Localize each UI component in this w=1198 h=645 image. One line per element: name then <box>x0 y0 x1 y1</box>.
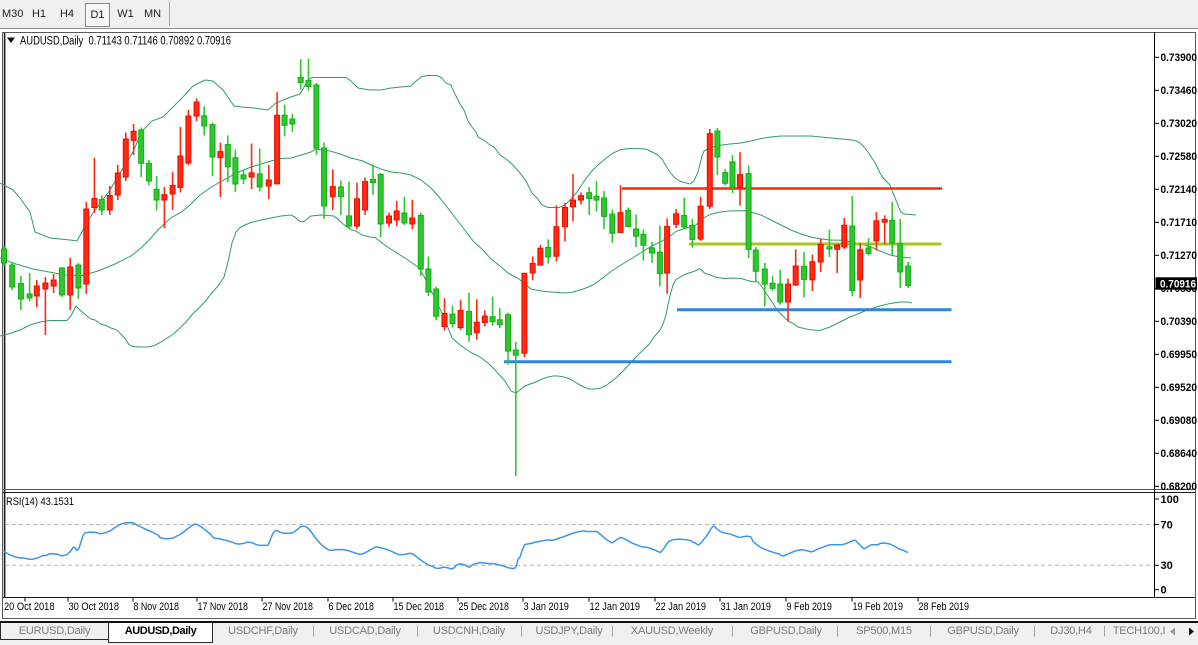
svg-text:9 Feb 2019: 9 Feb 2019 <box>787 601 832 613</box>
svg-text:19 Feb 2019: 19 Feb 2019 <box>853 601 904 613</box>
svg-text:12 Jan 2019: 12 Jan 2019 <box>590 601 641 613</box>
svg-text:27 Nov 2018: 27 Nov 2018 <box>263 601 314 613</box>
svg-text:70: 70 <box>1161 519 1173 531</box>
svg-text:0.71270: 0.71270 <box>1161 250 1198 262</box>
svg-text:0.73900: 0.73900 <box>1161 52 1198 64</box>
svg-text:6 Dec 2018: 6 Dec 2018 <box>329 601 374 613</box>
svg-text:8 Nov 2018: 8 Nov 2018 <box>134 601 179 613</box>
svg-text:0.69080: 0.69080 <box>1161 415 1198 427</box>
svg-text:0.70916: 0.70916 <box>1160 278 1196 290</box>
svg-text:31 Jan 2019: 31 Jan 2019 <box>721 601 772 613</box>
svg-text:AUDUSD,Daily 0.71143 0.71146: AUDUSD,Daily 0.71143 0.71146 0.70892 0.7… <box>20 36 231 48</box>
svg-text:15 Dec 2018: 15 Dec 2018 <box>394 601 445 613</box>
svg-text:0.71710: 0.71710 <box>1161 217 1198 229</box>
svg-text:0.70390: 0.70390 <box>1161 316 1198 328</box>
svg-text:17 Nov 2018: 17 Nov 2018 <box>198 601 249 613</box>
svg-text:20 Oct 2018: 20 Oct 2018 <box>4 601 55 613</box>
svg-text:RSI(14) 43.1531: RSI(14) 43.1531 <box>6 496 74 508</box>
svg-text:0.72580: 0.72580 <box>1161 151 1198 163</box>
svg-text:0: 0 <box>1161 585 1167 597</box>
svg-text:30 Oct 2018: 30 Oct 2018 <box>69 601 120 613</box>
svg-text:0.69950: 0.69950 <box>1161 349 1198 361</box>
svg-text:0.68640: 0.68640 <box>1161 448 1198 460</box>
svg-text:0.69520: 0.69520 <box>1161 382 1198 394</box>
svg-text:30: 30 <box>1161 560 1173 572</box>
svg-text:100: 100 <box>1161 494 1179 506</box>
svg-text:0.68200: 0.68200 <box>1161 481 1198 493</box>
svg-text:22 Jan 2019: 22 Jan 2019 <box>656 601 707 613</box>
svg-text:25 Dec 2018: 25 Dec 2018 <box>459 601 510 613</box>
svg-text:0.73020: 0.73020 <box>1161 118 1198 130</box>
svg-text:28 Feb 2019: 28 Feb 2019 <box>919 601 970 613</box>
svg-text:0.73460: 0.73460 <box>1161 85 1198 97</box>
svg-text:3 Jan 2019: 3 Jan 2019 <box>524 601 569 613</box>
svg-text:0.72140: 0.72140 <box>1161 184 1198 196</box>
